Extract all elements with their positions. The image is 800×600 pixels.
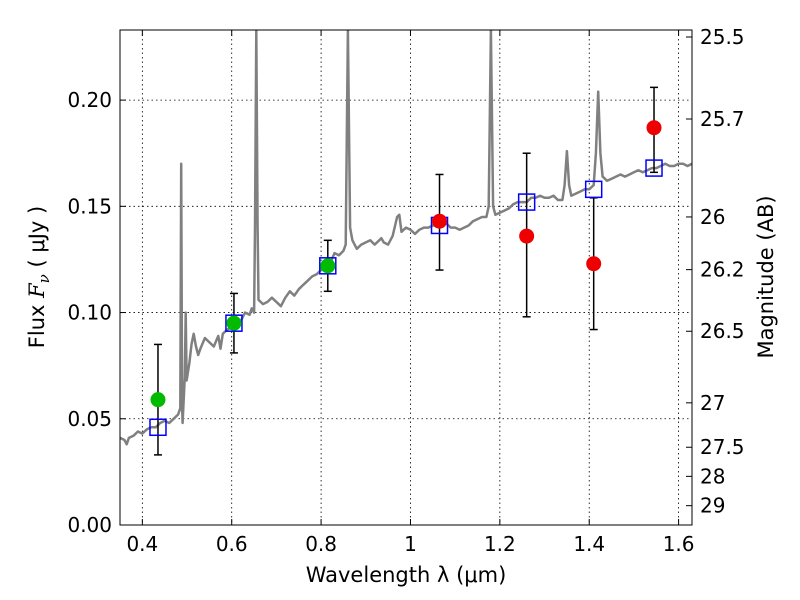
y-tick-label: 0.15: [67, 194, 112, 218]
axes: 0.4 0.6 0.8 1 1.2 1.4 1.6 0.00 0.05 0.10 0.15 0.20 2…: [67, 25, 744, 556]
optical-data-point: [226, 315, 242, 331]
data-layer: [120, 30, 692, 456]
model-photometry-square: [645, 159, 663, 177]
x-tick-label: 0.6: [216, 532, 248, 556]
model-photometry-square: [225, 314, 243, 332]
x-tick-label: 1.2: [484, 532, 516, 556]
y2-tick-label: 29: [700, 494, 725, 518]
y2-tick-label: 26.5: [700, 319, 745, 343]
y2-tick-label: 26: [700, 205, 725, 229]
y2-axis-label: Magnitude (AB): [754, 195, 778, 358]
y-tick-label: 0.05: [67, 407, 112, 431]
x-tick-label: 1.4: [573, 532, 605, 556]
y-tick-label: 0.00: [67, 513, 112, 537]
y-tick-label: 0.20: [67, 88, 112, 112]
model-photometry-square: [584, 180, 603, 199]
grid: [120, 30, 692, 525]
optical-data-point: [150, 392, 166, 408]
x-tick-label: 0.8: [305, 532, 337, 556]
x-tick-label: 1.6: [663, 532, 695, 556]
nir-data-point: [519, 228, 535, 244]
model-photometry-square: [517, 193, 536, 211]
x-tick-label: 0.4: [126, 532, 158, 556]
plot-background: [120, 30, 692, 525]
model-photometry-square: [149, 418, 167, 437]
y2-tick-label: 27.5: [700, 435, 745, 459]
y-axis-label: Flux Fν ( μJy ): [25, 206, 53, 348]
x-tick-label: 1: [404, 532, 417, 556]
optical-data-point: [320, 258, 336, 274]
plot-frame: [119, 29, 693, 526]
nir-data-point: [586, 256, 602, 272]
nir-data-point: [646, 120, 662, 136]
y2-tick-label: 25.5: [700, 25, 745, 49]
x-axis-label: Wavelength λ (μm): [306, 563, 507, 587]
model-photometry-square: [319, 257, 337, 275]
y2-tick-label: 25.7: [700, 107, 745, 131]
y2-tick-label: 27: [700, 391, 725, 415]
model-spectrum-line: [120, 30, 692, 446]
y2-tick-label: 28: [700, 464, 725, 488]
y2-tick-label: 26.2: [700, 258, 745, 282]
y-tick-label: 0.10: [67, 301, 112, 325]
nir-data-point: [432, 213, 448, 229]
